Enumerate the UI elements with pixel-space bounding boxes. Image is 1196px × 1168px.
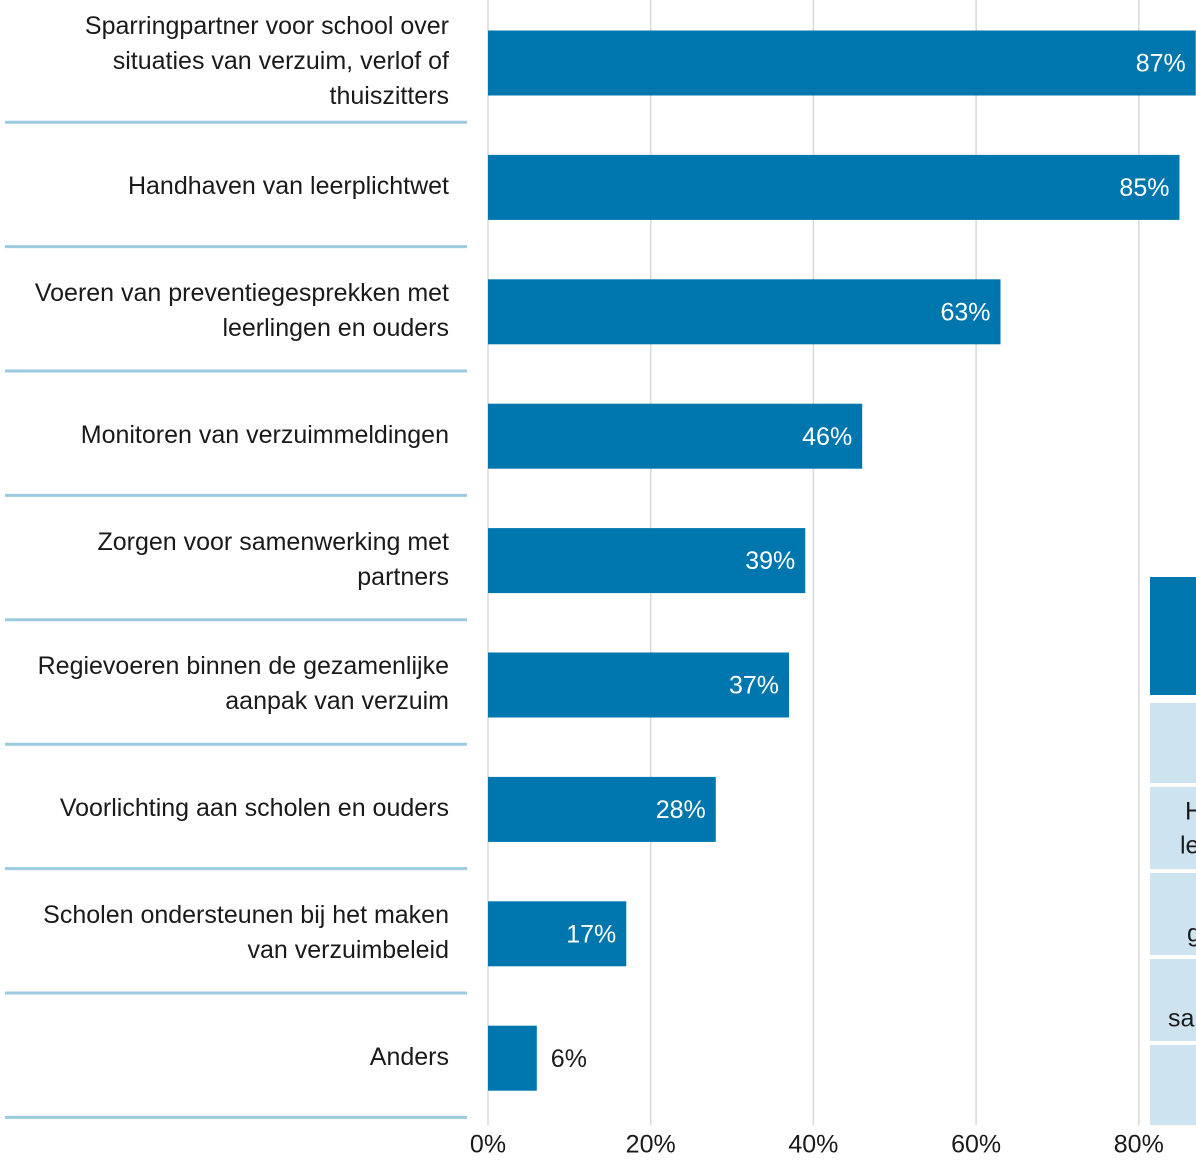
category-label: Sparringpartner voor school over situati… (84, 12, 449, 111)
bar (488, 154, 1180, 220)
x-tick-label: 40% (788, 1131, 838, 1159)
panel-body (1150, 703, 1196, 1125)
x-tick-label: 0% (470, 1131, 506, 1159)
panel-text: le (1180, 832, 1196, 860)
category-label: Handhaven van leerplichtwet (127, 171, 449, 200)
data-label: 6% (551, 1045, 587, 1073)
panel-header (1150, 577, 1196, 695)
data-label: 17% (566, 920, 616, 948)
category-label: Zorgen voor samenwerking met partners (97, 527, 449, 591)
bar (488, 901, 627, 967)
bar (488, 1025, 537, 1091)
data-label: 85% (1119, 174, 1169, 202)
x-tick-label: 80% (1114, 1131, 1164, 1159)
x-tick-label: 60% (951, 1131, 1001, 1159)
bar (488, 30, 1196, 96)
x-tick-label: 20% (626, 1131, 676, 1159)
data-label: 63% (940, 298, 990, 326)
category-label: Monitoren van verzuimmeldingen (80, 420, 449, 449)
category-label: Voorlichting aan scholen en ouders (59, 793, 449, 822)
panel-text: H (1185, 798, 1196, 826)
panel-text: sa (1168, 1005, 1195, 1033)
category-label: Scholen ondersteunen bij het maken van v… (43, 900, 449, 964)
panel-text: g (1187, 920, 1196, 948)
category-label: Anders (369, 1042, 449, 1071)
bar (488, 776, 716, 842)
data-label: 46% (802, 423, 852, 451)
bar (488, 403, 863, 469)
data-label: 87% (1136, 50, 1186, 78)
panel-separators (1150, 783, 1196, 1045)
category-label: Voeren van preventiegesprekken met leerl… (34, 278, 449, 342)
bar (488, 279, 1001, 345)
category-label: Regievoeren binnen de gezamenlijke aanpa… (37, 651, 449, 715)
bar (488, 652, 789, 718)
bar (488, 528, 806, 594)
data-label: 37% (729, 672, 779, 700)
data-label: 39% (745, 547, 795, 575)
data-label: 28% (656, 796, 706, 824)
